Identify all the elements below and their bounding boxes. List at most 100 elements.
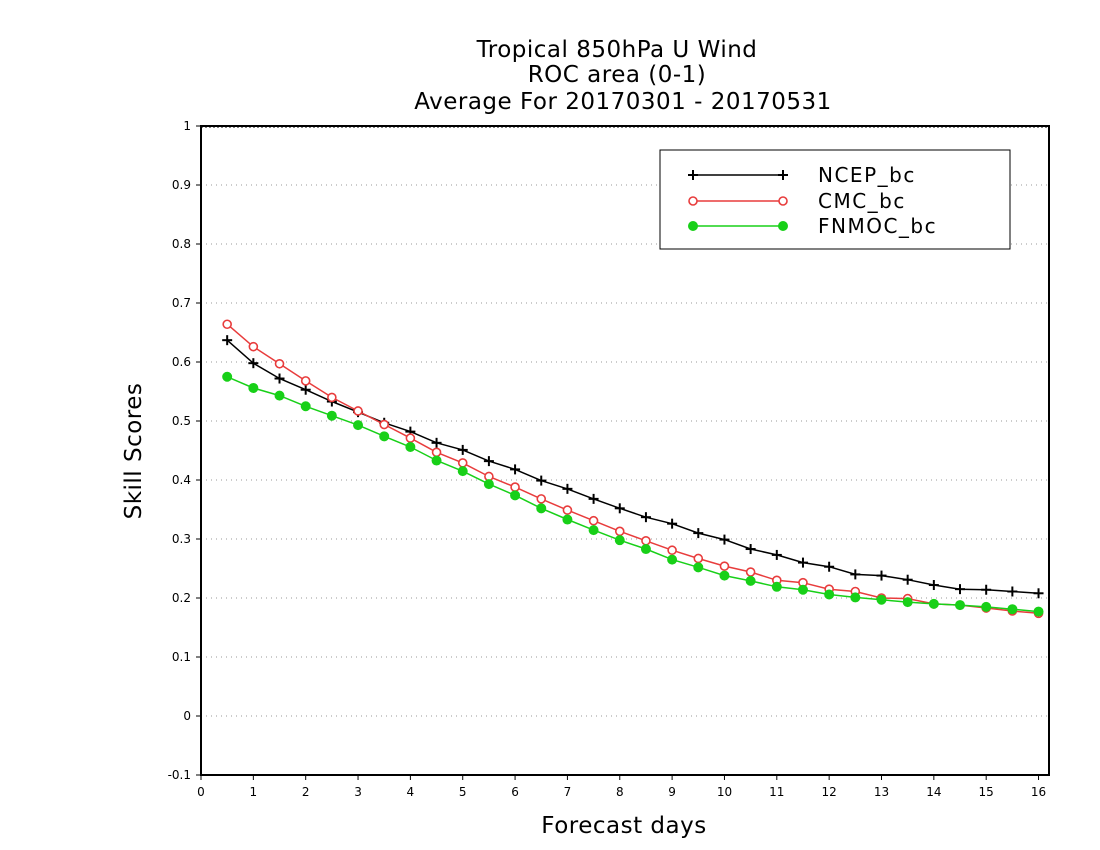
legend-item-fnmoc-bc: FNMOC_bc — [688, 214, 937, 238]
data-point-fnmoc-bc — [1007, 604, 1018, 615]
data-point-ncep-bc — [483, 456, 494, 467]
chart-title-line-1: Tropical 850hPa U Wind — [476, 37, 758, 63]
data-point-ncep-bc — [981, 584, 992, 595]
x-tick-label: 14 — [926, 785, 941, 799]
y-tick-label: 0 — [183, 709, 191, 723]
x-axis-title: Forecast days — [541, 813, 706, 839]
data-point-ncep-bc — [588, 493, 599, 504]
data-point-fnmoc-bc — [771, 581, 782, 592]
data-point-ncep-bc — [222, 335, 233, 346]
data-point-ncep-bc — [719, 534, 730, 545]
legend-marker — [688, 221, 698, 231]
legend-marker — [778, 196, 788, 206]
data-point-cmc-bc — [379, 419, 390, 430]
data-point-fnmoc-bc — [797, 584, 808, 595]
x-tick-label: 6 — [511, 785, 519, 799]
data-point-cmc-bc — [562, 505, 573, 515]
data-point-ncep-bc — [928, 580, 939, 591]
data-point-fnmoc-bc — [274, 390, 285, 401]
data-point-fnmoc-bc — [850, 592, 861, 603]
data-point-fnmoc-bc — [693, 562, 704, 573]
x-tick-label: 7 — [564, 785, 572, 799]
data-point-cmc-bc — [405, 433, 416, 443]
data-point-cmc-bc — [536, 494, 547, 504]
data-point-ncep-bc — [667, 518, 678, 529]
x-tick-label: 11 — [769, 785, 784, 799]
data-point-cmc-bc — [667, 545, 677, 556]
legend-marker — [778, 221, 788, 231]
data-point-ncep-bc — [1007, 586, 1018, 597]
data-point-cmc-bc — [353, 406, 363, 416]
legend-label: CMC_bc — [818, 189, 906, 213]
data-point-fnmoc-bc — [510, 490, 521, 501]
data-point-cmc-bc — [719, 561, 730, 571]
data-point-fnmoc-bc — [902, 597, 913, 608]
data-point-fnmoc-bc — [326, 410, 337, 421]
data-point-ncep-bc — [248, 358, 259, 369]
data-point-fnmoc-bc — [928, 598, 939, 609]
data-point-cmc-bc — [274, 358, 285, 369]
data-point-fnmoc-bc — [667, 554, 678, 565]
y-tick-label: -0.1 — [168, 768, 191, 782]
data-point-ncep-bc — [510, 464, 521, 475]
data-point-fnmoc-bc — [222, 371, 233, 382]
data-point-ncep-bc — [797, 557, 808, 568]
data-point-ncep-bc — [640, 512, 651, 523]
legend-label: FNMOC_bc — [818, 214, 937, 238]
data-point-fnmoc-bc — [745, 575, 756, 586]
series-line-ncep-bc — [226, 339, 1039, 595]
y-tick-label: 0.2 — [172, 591, 191, 605]
legend-item-ncep-bc: NCEP_bc — [688, 163, 914, 187]
legend-item-cmc-bc: CMC_bc — [688, 189, 906, 213]
chart-title-line-2: ROC area (0-1) — [528, 62, 707, 88]
data-point-fnmoc-bc — [431, 455, 442, 466]
data-point-fnmoc-bc — [876, 594, 887, 605]
data-point-ncep-bc — [876, 570, 887, 581]
data-point-ncep-bc — [457, 444, 468, 455]
data-point-ncep-bc — [745, 544, 756, 555]
y-tick-label: 1 — [183, 119, 191, 133]
x-tick-label: 8 — [616, 785, 624, 799]
x-tick-label: 0 — [197, 785, 205, 799]
data-point-ncep-bc — [562, 483, 573, 494]
data-point-ncep-bc — [300, 384, 311, 395]
data-point-ncep-bc — [1033, 588, 1044, 599]
x-tick-label: 5 — [459, 785, 467, 799]
data-point-ncep-bc — [955, 584, 966, 595]
data-point-cmc-bc — [431, 447, 442, 458]
data-point-fnmoc-bc — [640, 544, 651, 555]
data-point-cmc-bc — [510, 482, 520, 492]
axes — [200, 125, 1050, 776]
legend-marker — [688, 170, 698, 180]
data-point-cmc-bc — [693, 553, 704, 564]
data-point-fnmoc-bc — [719, 570, 730, 581]
data-point-fnmoc-bc — [562, 514, 573, 525]
data-point-ncep-bc — [850, 569, 861, 580]
y-tick-label: 0.8 — [172, 237, 191, 251]
data-point-fnmoc-bc — [824, 589, 835, 600]
series-cmc-bc — [222, 319, 1044, 619]
data-point-ncep-bc — [902, 574, 913, 585]
y-tick-label: 0.9 — [172, 178, 191, 192]
data-point-fnmoc-bc — [353, 420, 364, 431]
data-point-cmc-bc — [457, 458, 468, 468]
series-lines — [222, 319, 1044, 619]
data-point-ncep-bc — [431, 437, 442, 448]
gridlines — [201, 184, 1049, 717]
data-point-fnmoc-bc — [483, 479, 494, 490]
y-tick-label: 0.7 — [172, 296, 191, 310]
x-tick-label: 13 — [874, 785, 889, 799]
data-point-fnmoc-bc — [248, 382, 259, 393]
x-tick-label: 15 — [979, 785, 994, 799]
y-axis-ticks: -0.1 0 0.1 0.2 0.3 0.4 0.5 0.6 0.7 0.8 0.9 1 — [168, 119, 201, 782]
data-point-fnmoc-bc — [300, 401, 311, 412]
legend-box — [659, 149, 1011, 250]
data-point-cmc-bc — [222, 319, 232, 330]
data-point-cmc-bc — [614, 526, 625, 537]
plot-frame — [200, 125, 1050, 776]
x-tick-label: 12 — [822, 785, 837, 799]
y-tick-label: 0.5 — [172, 414, 191, 428]
series-line-cmc-bc — [226, 323, 1039, 615]
